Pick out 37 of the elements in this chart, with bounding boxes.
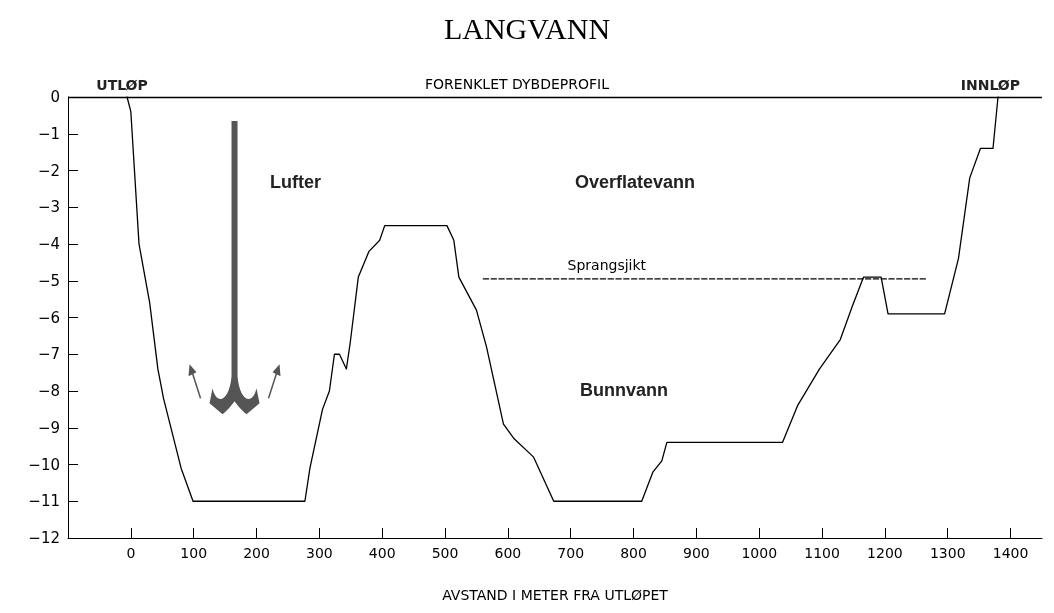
y-tick-label: −2 [37, 161, 60, 180]
y-tick-label: −4 [37, 235, 60, 253]
x-tick-label: 800 [620, 545, 647, 561]
annotation: Overflatevann [575, 172, 696, 192]
annotation: INNLØP [960, 77, 1021, 93]
annotation: Bunnvann [580, 380, 668, 400]
x-tick-label: 300 [305, 545, 333, 561]
chart-title: LANGVANN [443, 11, 611, 45]
x-tick-label: 900 [683, 545, 710, 561]
x-tick-label: 1400 [992, 545, 1029, 561]
x-axis-title: AVSTAND I METER FRA UTLØPET [442, 587, 669, 603]
y-tick-label: −9 [37, 418, 60, 437]
x-tick-label: 1300 [929, 545, 966, 561]
y-tick-label: −5 [37, 271, 60, 290]
y-tick-label: −3 [37, 198, 60, 217]
x-tick-label: 600 [494, 545, 522, 561]
x-tick-label: 0 [126, 545, 136, 561]
y-tick-label: −7 [37, 345, 60, 364]
x-tick-label: 1100 [804, 545, 840, 561]
y-tick-label: −12 [28, 529, 60, 547]
x-tick-label: 500 [431, 545, 459, 561]
x-tick-label: 200 [243, 545, 270, 561]
x-tick-label: 400 [368, 545, 396, 561]
annotation: UTLØP [96, 77, 148, 93]
x-tick-label: 700 [557, 545, 585, 561]
y-tick-label: −10 [28, 455, 60, 474]
y-tick-label: 0 [50, 88, 60, 106]
x-tick-label: 1200 [867, 545, 903, 561]
chart-subtitle: FORENKLET DYBDEPROFIL [425, 76, 610, 92]
y-tick-label: −6 [37, 308, 60, 327]
y-tick-label: −8 [37, 382, 60, 400]
x-tick-label: 100 [180, 545, 208, 561]
y-tick-label: −11 [28, 492, 60, 511]
y-tick-label: −1 [37, 124, 60, 143]
annotation: Lufter [270, 172, 321, 192]
annotation: Sprangsjikt [567, 256, 647, 273]
x-tick-label: 1000 [741, 545, 778, 561]
